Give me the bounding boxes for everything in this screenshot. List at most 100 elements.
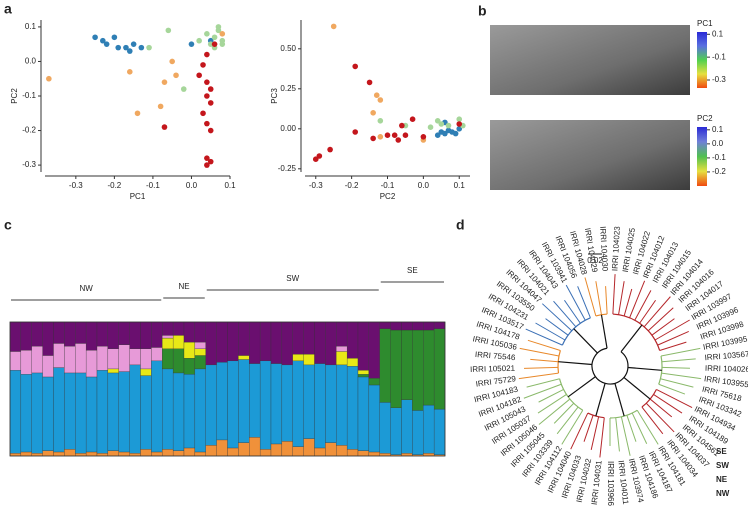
ancestry-segment bbox=[281, 321, 293, 366]
leaf-label: IRRI 75546 bbox=[475, 350, 517, 362]
clade-branch bbox=[573, 328, 598, 354]
ancestry-segment bbox=[31, 453, 43, 457]
ancestry-segment bbox=[423, 329, 435, 406]
leaf-branch bbox=[537, 394, 567, 414]
ancestry-segment bbox=[379, 321, 391, 329]
leaf-label: IRRI 103966 bbox=[606, 461, 615, 506]
point bbox=[161, 79, 168, 85]
leaf-branch bbox=[553, 300, 577, 328]
leaf-branch bbox=[660, 378, 694, 388]
ancestry-segment bbox=[53, 343, 65, 368]
leaf-label: IRRI 104031 bbox=[590, 459, 604, 505]
point bbox=[373, 92, 380, 98]
ancestry-segment bbox=[401, 329, 413, 400]
point bbox=[130, 41, 137, 47]
ancestry-segment bbox=[216, 439, 228, 457]
root-arc bbox=[591, 347, 629, 385]
point bbox=[169, 58, 175, 65]
point bbox=[100, 37, 106, 44]
leaf-branch bbox=[561, 410, 584, 445]
point bbox=[146, 44, 152, 51]
point bbox=[377, 118, 384, 124]
ancestry-segment bbox=[390, 407, 402, 455]
ancestry-segment bbox=[85, 376, 98, 453]
point bbox=[188, 41, 195, 47]
x-axis-label: PC2 bbox=[380, 192, 396, 201]
clade-branch bbox=[627, 366, 662, 371]
point bbox=[420, 134, 427, 140]
ancestry-segment bbox=[151, 360, 163, 453]
ancestry-segment bbox=[9, 321, 22, 352]
point bbox=[370, 135, 376, 142]
colorbar-tick-label: -0.1 bbox=[712, 153, 726, 162]
leaf-branch bbox=[530, 358, 559, 363]
ancestry-segment bbox=[227, 447, 239, 457]
leaf-branch bbox=[660, 347, 701, 357]
ancestry-segment bbox=[303, 354, 315, 366]
leaf-branch bbox=[629, 280, 646, 319]
ancestry-segment bbox=[107, 321, 119, 349]
leaf-branch bbox=[524, 366, 559, 369]
colorbar-tick-label: 0.0 bbox=[712, 139, 724, 148]
ancestry-segment bbox=[336, 364, 348, 446]
clade-branch bbox=[558, 361, 593, 366]
ancestry-segment bbox=[53, 451, 65, 457]
ancestry-segment bbox=[75, 321, 87, 344]
ancestry-segment bbox=[96, 370, 109, 454]
point bbox=[204, 31, 210, 37]
leaf-branch bbox=[659, 341, 687, 351]
ancestry-segment bbox=[20, 451, 32, 457]
leaf-label: IRRI 104030 bbox=[598, 226, 609, 272]
ancestry-segment bbox=[64, 449, 76, 457]
ancestry-segment bbox=[42, 376, 54, 451]
ancestry-segment bbox=[227, 321, 239, 362]
y-tick-label: 0.25 bbox=[280, 84, 296, 93]
point bbox=[434, 118, 441, 124]
panel-label: b bbox=[478, 3, 487, 19]
ancestry-segment bbox=[85, 321, 98, 351]
ancestry-segment bbox=[183, 358, 196, 375]
map bbox=[490, 25, 690, 95]
ancestry-segment bbox=[292, 354, 304, 362]
group-label: NE bbox=[178, 282, 189, 291]
ancestry-segment bbox=[172, 335, 185, 349]
leaf-branch bbox=[647, 307, 674, 332]
ancestry-segment bbox=[9, 453, 22, 457]
leaf-branch bbox=[570, 412, 589, 450]
ancestry-segment bbox=[162, 368, 174, 450]
point bbox=[391, 132, 398, 138]
ancestry-segment bbox=[390, 321, 402, 331]
ancestry-segment bbox=[249, 321, 261, 364]
ancestry-segment bbox=[314, 447, 326, 457]
leaf-branch bbox=[595, 281, 602, 315]
ancestry-segment bbox=[303, 364, 315, 439]
ancestry-segment bbox=[31, 345, 43, 374]
y-tick-label: 0.1 bbox=[25, 22, 37, 31]
leaf-label: IRRI 105021 bbox=[470, 364, 516, 374]
ancestry-segment bbox=[194, 451, 206, 457]
ancestry-segment bbox=[423, 321, 435, 331]
point bbox=[196, 72, 202, 79]
point bbox=[456, 121, 463, 127]
leaf-branch bbox=[541, 303, 573, 332]
ancestry-segment bbox=[368, 451, 380, 457]
group-label: NW bbox=[79, 284, 93, 293]
ancestry-segment bbox=[357, 321, 370, 371]
point bbox=[204, 162, 210, 168]
leaf-branch bbox=[631, 412, 648, 444]
leaf-branch bbox=[618, 281, 625, 315]
x-tick-label: 0.0 bbox=[186, 181, 198, 190]
point bbox=[452, 130, 459, 137]
ancestry-segment bbox=[118, 451, 130, 457]
leaf-branch bbox=[605, 286, 608, 315]
ancestry-segment bbox=[31, 372, 43, 454]
point bbox=[161, 124, 168, 130]
ancestry-segment bbox=[368, 378, 380, 386]
ancestry-segment bbox=[172, 321, 185, 336]
x-axis-label: PC1 bbox=[130, 192, 146, 201]
clade-branch bbox=[600, 314, 608, 349]
point bbox=[438, 121, 445, 127]
ancestry-segment bbox=[151, 347, 163, 362]
leaf-label: IRRI 104011 bbox=[616, 460, 630, 506]
leaf-branch bbox=[590, 416, 600, 451]
